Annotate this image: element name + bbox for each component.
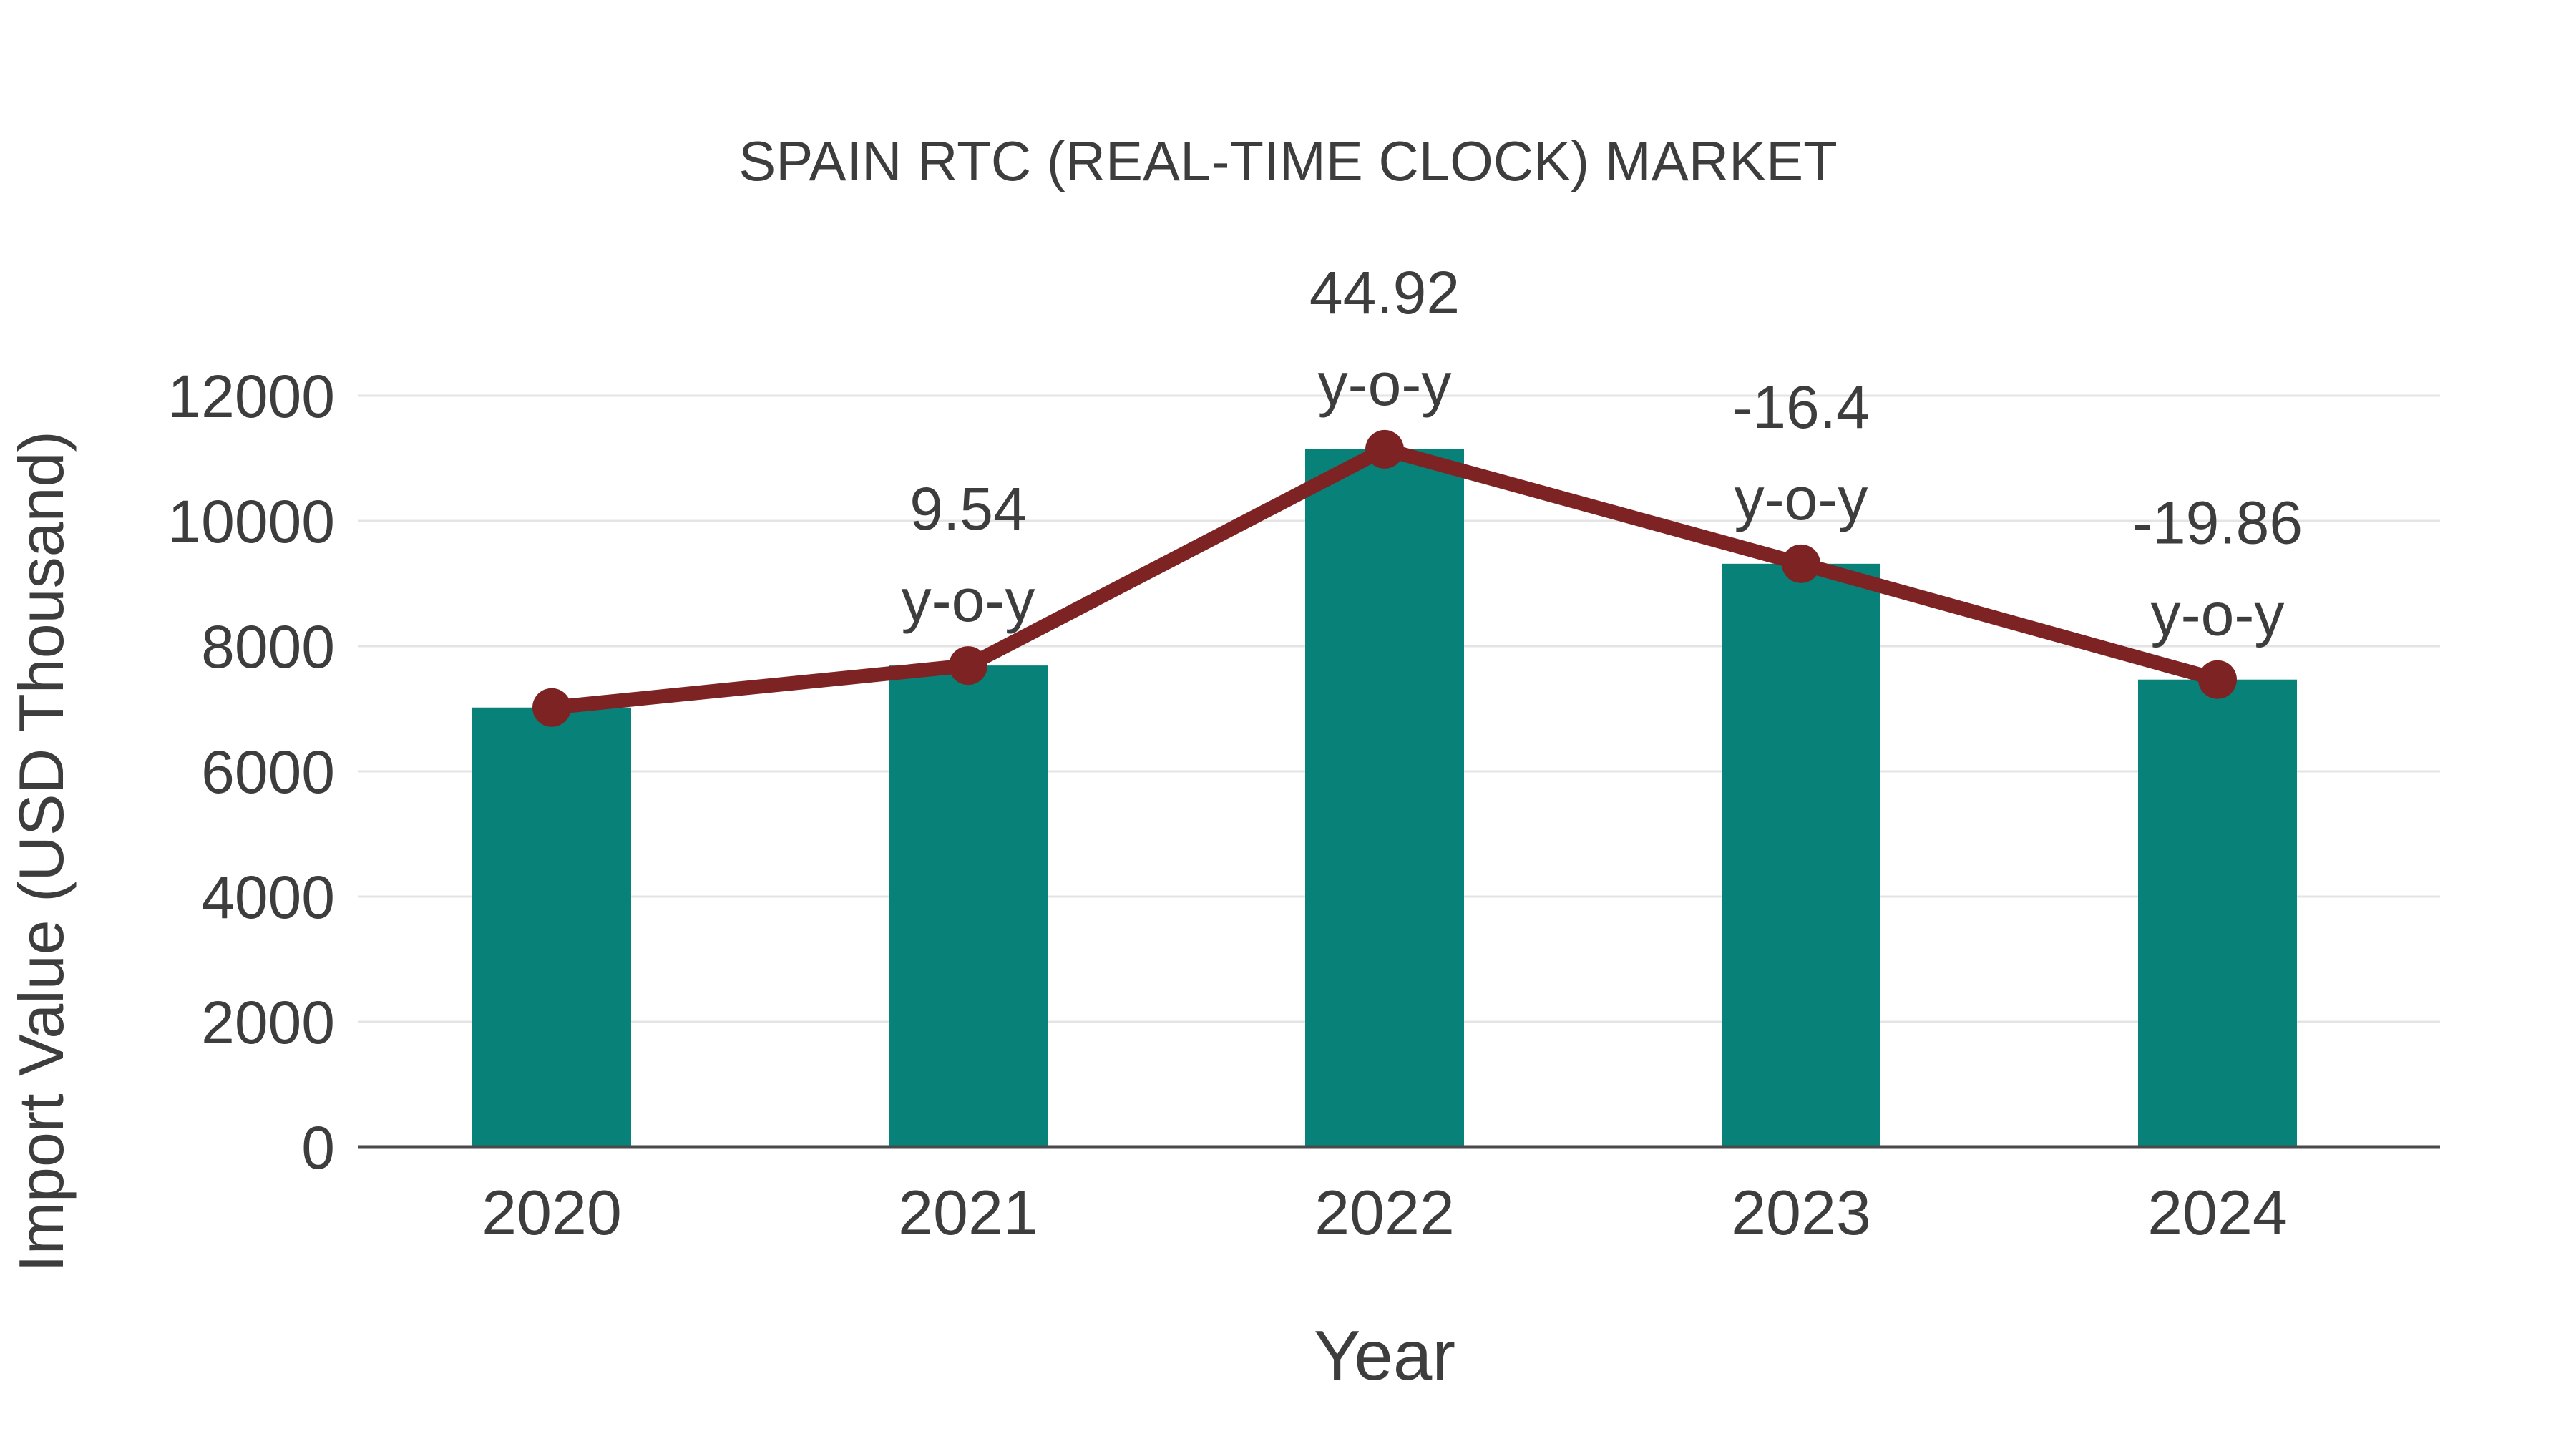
annotation-suffix: y-o-y <box>1735 465 1868 532</box>
y-ticks: 0 2000 4000 6000 8000 10000 12000 <box>167 363 335 1181</box>
x-ticks: 2020 2021 2022 2023 2024 <box>482 1177 2288 1248</box>
y-axis-title: Import Value (USD Thousand) <box>6 431 77 1272</box>
annotation-value: -19.86 <box>2132 489 2303 557</box>
bar-2020 <box>472 707 631 1147</box>
trend-line <box>532 429 2237 727</box>
x-tick-label: 2023 <box>1731 1177 1871 1248</box>
x-tick-label: 2022 <box>1314 1177 1455 1248</box>
bar-2022 <box>1305 449 1464 1147</box>
bar-2023 <box>1722 563 1880 1147</box>
annotation-value: 44.92 <box>1309 259 1460 326</box>
trend-point-2021 <box>949 646 987 686</box>
x-tick-label: 2024 <box>2147 1177 2288 1248</box>
chart-title: SPAIN RTC (REAL-TIME CLOCK) MARKET <box>738 130 1838 192</box>
annotation-value: 9.54 <box>909 475 1027 542</box>
annotation-suffix: y-o-y <box>2151 581 2285 648</box>
y-tick-label: 2000 <box>201 989 335 1056</box>
annotation-suffix: y-o-y <box>902 567 1035 634</box>
x-tick-label: 2020 <box>482 1177 622 1248</box>
trend-point-2023 <box>1782 544 1820 583</box>
bar-2021 <box>889 665 1048 1147</box>
y-tick-label: 0 <box>301 1114 335 1181</box>
x-tick-label: 2021 <box>898 1177 1038 1248</box>
y-tick-label: 6000 <box>201 738 335 806</box>
annotations: 9.54 y-o-y 44.92 y-o-y -16.4 y-o-y -19.86 y-o-y <box>902 259 2303 648</box>
bars <box>472 449 2297 1147</box>
y-tick-label: 8000 <box>201 613 335 680</box>
y-tick-label: 4000 <box>201 864 335 931</box>
trend-point-2020 <box>532 688 571 727</box>
trend-point-2022 <box>1365 429 1404 469</box>
bar-2024 <box>2138 679 2297 1147</box>
y-tick-label: 12000 <box>167 363 335 430</box>
annotation-value: -16.4 <box>1732 374 1869 441</box>
x-axis-title: Year <box>1314 1316 1455 1395</box>
trend-point-2024 <box>2198 660 2237 699</box>
y-tick-label: 10000 <box>167 488 335 555</box>
annotation-suffix: y-o-y <box>1318 351 1452 418</box>
